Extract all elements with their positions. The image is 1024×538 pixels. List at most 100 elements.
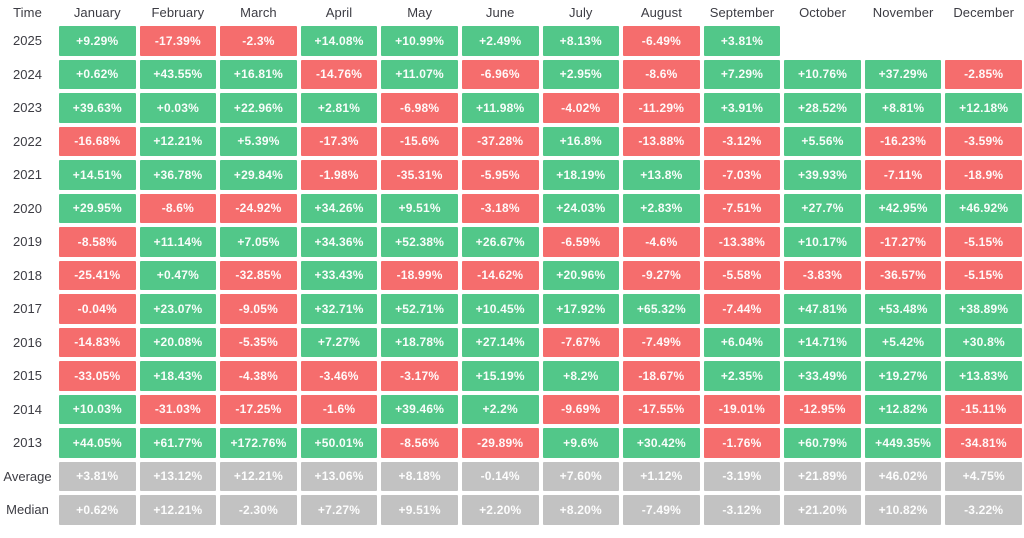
month-column-header: August <box>640 4 682 20</box>
return-cell: +33.43% <box>300 260 378 290</box>
return-cell: -15.6% <box>381 126 458 156</box>
return-cell: +2.95% <box>542 59 620 89</box>
return-cell: +5.56% <box>784 126 861 156</box>
return-cell: -1.98% <box>300 160 378 190</box>
return-cell: +16.8% <box>542 126 620 156</box>
return-cell: -5.15% <box>945 227 1022 257</box>
year-row-label: 2014 <box>13 401 42 417</box>
return-cell: +12.18% <box>945 93 1022 123</box>
return-cell: -7.49% <box>623 327 700 357</box>
return-cell: +46.02% <box>864 461 942 491</box>
month-column-header: April <box>325 4 353 20</box>
return-cell: +15.19% <box>461 361 539 391</box>
return-cell: +2.20% <box>461 495 539 525</box>
return-cell: +6.04% <box>703 327 781 357</box>
return-cell: -7.49% <box>623 495 700 525</box>
return-cell: +7.60% <box>542 461 620 491</box>
return-cell: +13.06% <box>300 461 378 491</box>
return-cell: -17.27% <box>864 227 942 257</box>
return-cell: +27.7% <box>784 193 861 223</box>
return-cell: -2.85% <box>945 59 1022 89</box>
month-column-header: February <box>151 4 205 20</box>
return-cell: -3.19% <box>703 461 781 491</box>
return-cell: +8.20% <box>542 495 620 525</box>
return-cell: +10.99% <box>381 26 458 56</box>
return-cell: -14.83% <box>59 327 136 357</box>
return-cell: +2.2% <box>461 394 539 424</box>
return-cell: +29.95% <box>59 193 136 223</box>
return-cell: -8.6% <box>139 193 217 223</box>
return-cell: +1.12% <box>623 461 700 491</box>
return-cell: +44.05% <box>59 428 136 458</box>
return-cell: +0.62% <box>59 59 136 89</box>
return-cell: +21.89% <box>784 461 861 491</box>
year-row-label: 2021 <box>13 167 42 183</box>
return-cell: +2.81% <box>300 93 378 123</box>
return-cell: +11.07% <box>381 59 458 89</box>
return-cell: +449.35% <box>864 428 942 458</box>
return-cell: +2.49% <box>461 26 539 56</box>
month-column-header: December <box>953 4 1015 20</box>
summary-row-label: Average <box>3 468 52 484</box>
return-cell: +5.39% <box>220 126 297 156</box>
return-cell: +10.03% <box>59 394 136 424</box>
return-cell: +18.19% <box>542 160 620 190</box>
return-cell: +26.67% <box>461 227 539 257</box>
return-cell: -1.76% <box>703 428 781 458</box>
return-cell: -16.68% <box>59 126 136 156</box>
return-cell: +52.38% <box>381 227 458 257</box>
return-cell: -5.58% <box>703 260 781 290</box>
return-cell: +7.27% <box>300 495 378 525</box>
return-cell: -24.92% <box>220 193 297 223</box>
return-cell: +3.91% <box>703 93 781 123</box>
month-column-header: November <box>872 4 934 20</box>
return-cell: +37.29% <box>864 59 942 89</box>
return-cell: -17.25% <box>220 394 297 424</box>
month-column-header: October <box>799 4 847 20</box>
return-cell: -19.01% <box>703 394 781 424</box>
return-cell: +16.81% <box>220 59 297 89</box>
return-cell: -9.69% <box>542 394 620 424</box>
return-cell: +13.8% <box>623 160 700 190</box>
return-cell: +12.21% <box>220 461 297 491</box>
month-column-header: May <box>407 4 433 20</box>
return-cell: +38.89% <box>945 294 1022 324</box>
year-row-label: 2016 <box>13 334 42 350</box>
return-cell: -9.05% <box>220 294 297 324</box>
return-cell: +12.21% <box>139 495 217 525</box>
return-cell: -4.02% <box>542 93 620 123</box>
return-cell: +12.21% <box>139 126 217 156</box>
return-cell: +7.29% <box>703 59 781 89</box>
return-cell: +42.95% <box>864 193 942 223</box>
return-cell: +7.27% <box>300 327 378 357</box>
return-cell: +65.32% <box>623 294 700 324</box>
return-cell: -13.88% <box>623 126 700 156</box>
return-cell: +10.17% <box>784 227 861 257</box>
return-cell: +22.96% <box>220 93 297 123</box>
return-cell: +4.75% <box>945 461 1022 491</box>
return-cell: +3.81% <box>59 461 136 491</box>
return-cell: +18.78% <box>381 327 458 357</box>
month-column-header: March <box>240 4 277 20</box>
return-cell: +32.71% <box>300 294 378 324</box>
return-cell: +8.13% <box>542 26 620 56</box>
return-cell: -33.05% <box>59 361 136 391</box>
return-cell: +39.46% <box>381 394 458 424</box>
return-cell: -3.17% <box>381 361 458 391</box>
return-cell: +30.8% <box>945 327 1022 357</box>
return-cell: -7.67% <box>542 327 620 357</box>
return-cell: +20.96% <box>542 260 620 290</box>
return-cell: +19.27% <box>864 361 942 391</box>
return-cell: -29.89% <box>461 428 539 458</box>
return-cell: -3.22% <box>945 495 1022 525</box>
return-cell: -3.12% <box>703 126 781 156</box>
return-cell: -12.95% <box>784 394 861 424</box>
return-cell: -4.38% <box>220 361 297 391</box>
return-cell: +14.08% <box>300 26 378 56</box>
return-cell: -15.11% <box>945 394 1022 424</box>
return-cell: -6.96% <box>461 59 539 89</box>
return-cell <box>865 26 942 56</box>
month-column-header: July <box>569 4 593 20</box>
return-cell: -5.35% <box>220 327 297 357</box>
